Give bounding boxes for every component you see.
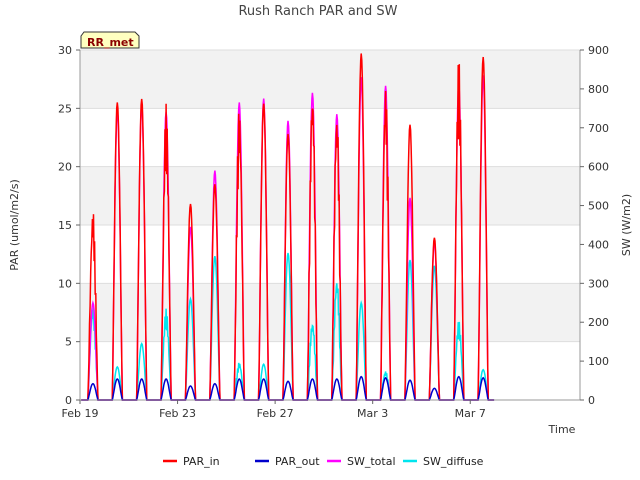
- y-left-tick-label: 20: [58, 161, 72, 174]
- legend-label-sw-diffuse: SW_diffuse: [423, 455, 484, 468]
- y-right-tick-label: 700: [588, 122, 609, 135]
- x-tick-label: Feb 23: [159, 407, 196, 420]
- y-left-tick-label: 15: [58, 219, 72, 232]
- series-line-par-in: [81, 53, 495, 401]
- y-left-tick-label: 0: [65, 394, 72, 407]
- plot-band: [80, 50, 580, 109]
- x-tick-label: Mar 3: [357, 407, 388, 420]
- legend: PAR_in PAR_out SW_total SW_diffuse: [163, 455, 484, 468]
- site-label-box: RR_met: [80, 31, 140, 49]
- legend-label-par-in: PAR_in: [183, 455, 220, 468]
- y-right-tick-label: 400: [588, 238, 609, 251]
- legend-label-sw-total: SW_total: [347, 455, 396, 468]
- chart-title: Rush Ranch PAR and SW: [238, 4, 397, 19]
- y-left-tick-label: 10: [58, 277, 72, 290]
- y-right-tick-label: 200: [588, 316, 609, 329]
- y-left-tick-label: 5: [65, 336, 72, 349]
- y-right-tick-label: 0: [588, 394, 595, 407]
- legend-label-par-out: PAR_out: [275, 455, 320, 468]
- axes-group: 0510152025300100200300400500600700800900…: [58, 44, 609, 420]
- x-axis-label: Time: [548, 423, 576, 436]
- y-right-tick-label: 900: [588, 44, 609, 57]
- plot-band: [80, 166, 580, 225]
- y-right-tick-label: 500: [588, 200, 609, 213]
- x-tick-label: Feb 27: [257, 407, 294, 420]
- site-label-badge: [80, 31, 140, 49]
- y-right-tick-label: 100: [588, 355, 609, 368]
- x-tick-label: Mar 7: [455, 407, 486, 420]
- series-group: [81, 53, 495, 401]
- y-axis-left-label: PAR (umol/m2/s): [8, 179, 21, 271]
- y-right-tick-label: 800: [588, 83, 609, 96]
- y-left-tick-label: 30: [58, 44, 72, 57]
- y-axis-right-label: SW (W/m2): [620, 194, 633, 256]
- x-tick-label: Feb 19: [62, 407, 99, 420]
- y-left-tick-label: 25: [58, 102, 72, 115]
- y-right-tick-label: 300: [588, 277, 609, 290]
- series-line-par-out: [81, 375, 495, 401]
- plot-band: [80, 283, 580, 342]
- y-right-tick-label: 600: [588, 161, 609, 174]
- site-label: RR_met: [87, 36, 134, 49]
